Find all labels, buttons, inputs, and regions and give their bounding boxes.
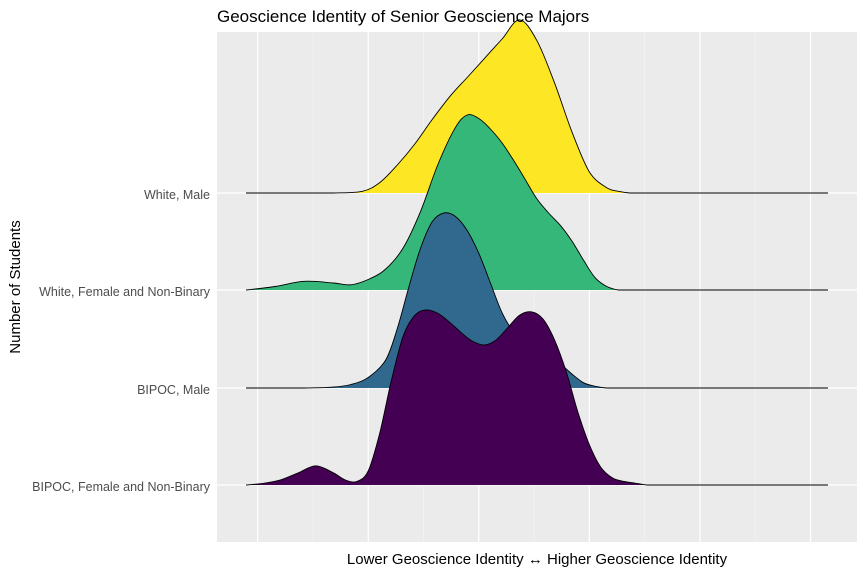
y-tick-labels: BIPOC, Female and Non-Binary BIPOC, Male W… bbox=[32, 188, 211, 494]
ridge-area-white-male bbox=[246, 19, 828, 193]
ridge-outline bbox=[245, 309, 828, 486]
ridge-area-bipoc-female-and-non-binary bbox=[246, 309, 828, 485]
y-tick-label: White, Male bbox=[144, 188, 210, 202]
y-tick-label: BIPOC, Male bbox=[137, 383, 210, 397]
ridges bbox=[245, 19, 828, 486]
ridge-area-white-female-and-non-binary bbox=[246, 114, 828, 290]
ridge-outline bbox=[246, 19, 828, 194]
y-axis-label: Number of Students bbox=[7, 220, 24, 353]
chart-title: Geoscience Identity of Senior Geoscience… bbox=[217, 7, 589, 26]
y-tick-label: BIPOC, Female and Non-Binary bbox=[32, 480, 211, 494]
y-tick-label: White, Female and Non-Binary bbox=[39, 285, 211, 299]
ridge-outline bbox=[245, 114, 828, 291]
x-axis-label: Lower Geoscience Identity ↔ Higher Geosc… bbox=[347, 551, 728, 568]
